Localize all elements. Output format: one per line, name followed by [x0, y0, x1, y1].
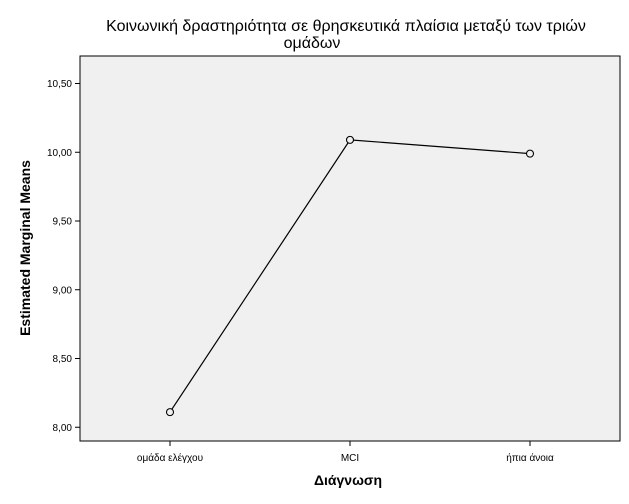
y-tick-label: 9,00 — [53, 285, 73, 296]
x-axis-title: Διάγνωση — [314, 472, 382, 488]
data-point — [525, 149, 535, 158]
x-tick-label: ήπια άνοια — [506, 452, 554, 464]
series-layer — [165, 135, 535, 417]
chart-title-line-1: Κοινωνική δραστηριότητα σε θρησκευτικά π… — [106, 18, 586, 35]
x-tick-label: ομάδα ελέγχου — [137, 452, 203, 464]
chart-title-line-2: ομάδων — [284, 35, 341, 52]
x-tick-label: MCI — [341, 453, 359, 464]
data-point — [345, 135, 355, 144]
y-tick-label: 8,50 — [53, 354, 73, 365]
y-tick-label: 10,00 — [47, 148, 72, 159]
y-axis: 8,00 8,50 9,00 9,50 10,00 10,50 — [47, 79, 80, 434]
y-tick-label: 9,50 — [53, 217, 73, 228]
x-axis: ομάδα ελέγχου MCI ήπια άνοια — [137, 441, 554, 464]
y-tick-label: 10,50 — [47, 79, 72, 90]
data-point — [165, 408, 175, 417]
y-tick-label: 8,00 — [53, 423, 73, 434]
y-axis-title: Estimated Marginal Means — [17, 160, 33, 336]
plot-area — [79, 55, 621, 442]
